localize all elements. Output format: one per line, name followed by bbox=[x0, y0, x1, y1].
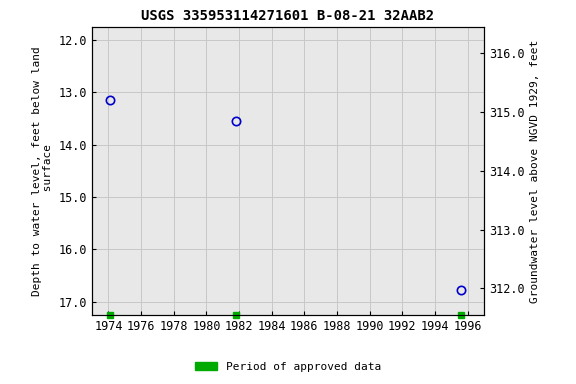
Legend: Period of approved data: Period of approved data bbox=[191, 358, 385, 377]
Title: USGS 335953114271601 B-08-21 32AAB2: USGS 335953114271601 B-08-21 32AAB2 bbox=[142, 9, 434, 23]
Y-axis label: Groundwater level above NGVD 1929, feet: Groundwater level above NGVD 1929, feet bbox=[530, 39, 540, 303]
Y-axis label: Depth to water level, feet below land
 surface: Depth to water level, feet below land su… bbox=[32, 46, 53, 296]
